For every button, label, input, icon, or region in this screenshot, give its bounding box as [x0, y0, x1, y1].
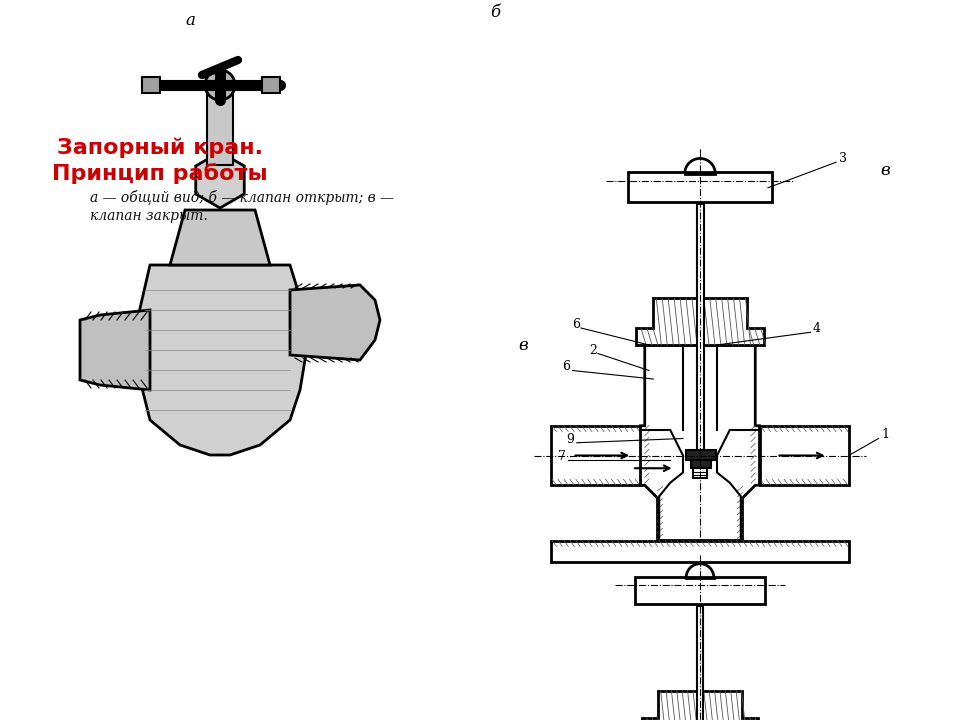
- Polygon shape: [170, 210, 270, 265]
- Text: 4: 4: [813, 323, 821, 336]
- Text: в: в: [880, 162, 890, 179]
- Polygon shape: [642, 690, 757, 720]
- Text: 3: 3: [838, 152, 847, 166]
- Polygon shape: [135, 265, 310, 455]
- Polygon shape: [196, 152, 244, 208]
- Bar: [628, 172, 772, 202]
- Text: 2: 2: [589, 343, 597, 356]
- Text: б: б: [490, 4, 500, 21]
- Polygon shape: [636, 298, 764, 345]
- Text: 9: 9: [566, 433, 574, 446]
- Bar: [697, 204, 704, 460]
- Bar: [691, 460, 710, 468]
- Polygon shape: [693, 468, 707, 479]
- Text: а: а: [185, 12, 195, 29]
- Bar: [207, 95, 233, 165]
- Polygon shape: [551, 541, 849, 562]
- Text: 6: 6: [572, 318, 581, 331]
- Text: в: в: [518, 337, 528, 354]
- Bar: [262, 77, 280, 93]
- Text: 6: 6: [563, 361, 570, 374]
- Circle shape: [205, 70, 235, 100]
- Polygon shape: [80, 310, 150, 390]
- Polygon shape: [759, 426, 849, 485]
- Bar: [142, 77, 160, 93]
- Polygon shape: [551, 426, 640, 485]
- Bar: [697, 606, 703, 720]
- Text: 7: 7: [558, 450, 566, 463]
- Text: 1: 1: [881, 428, 889, 441]
- Bar: [686, 449, 716, 460]
- Polygon shape: [640, 345, 759, 541]
- Text: а — общий вид; б — клапан открыт; в —
клапан закрыт.: а — общий вид; б — клапан открыт; в — кл…: [90, 190, 394, 223]
- Polygon shape: [290, 285, 380, 360]
- Text: Запорный кран.
Принцип работы: Запорный кран. Принцип работы: [52, 137, 268, 184]
- Bar: [635, 577, 765, 603]
